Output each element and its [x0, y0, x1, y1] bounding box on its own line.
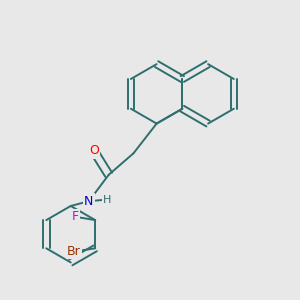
Text: N: N	[84, 195, 94, 208]
Text: H: H	[103, 194, 111, 205]
Text: F: F	[72, 210, 79, 223]
Text: O: O	[89, 145, 99, 158]
Text: Br: Br	[67, 245, 81, 258]
